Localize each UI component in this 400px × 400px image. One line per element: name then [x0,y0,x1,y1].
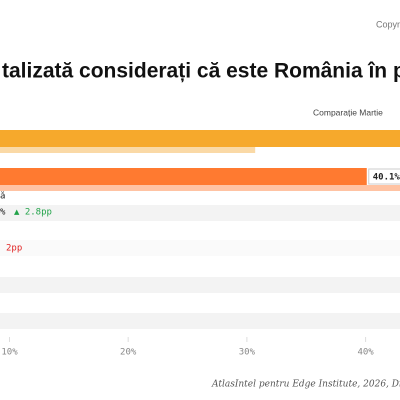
row-text: % [0,208,6,218]
row-text: ă [0,192,5,202]
x-tick-label: 30% [239,348,256,358]
row-stripe [0,313,400,329]
comparison-bar [0,147,256,153]
bar [0,130,400,147]
x-tick-label: 20% [120,348,137,358]
source: AtlasIntel pentru Edge Institute, 2026, … [211,380,400,390]
value-label: 40.1% [373,173,400,183]
comparison-bar [0,185,400,191]
row-stripe [0,277,400,293]
row-text: 2pp [6,244,22,254]
comparison-label: Comparație Martie [313,107,383,117]
bar [0,168,367,185]
chart-title: talizată considerați că este România în … [2,60,400,83]
x-tick-label: 10% [1,348,18,358]
row-stripe [0,205,400,221]
row-delta: ▲ 2.8pp [14,208,52,218]
copyright: Copyri [376,19,400,29]
value-label-box [368,168,400,185]
x-tick-label: 40% [357,348,374,358]
row-stripe [0,240,400,256]
